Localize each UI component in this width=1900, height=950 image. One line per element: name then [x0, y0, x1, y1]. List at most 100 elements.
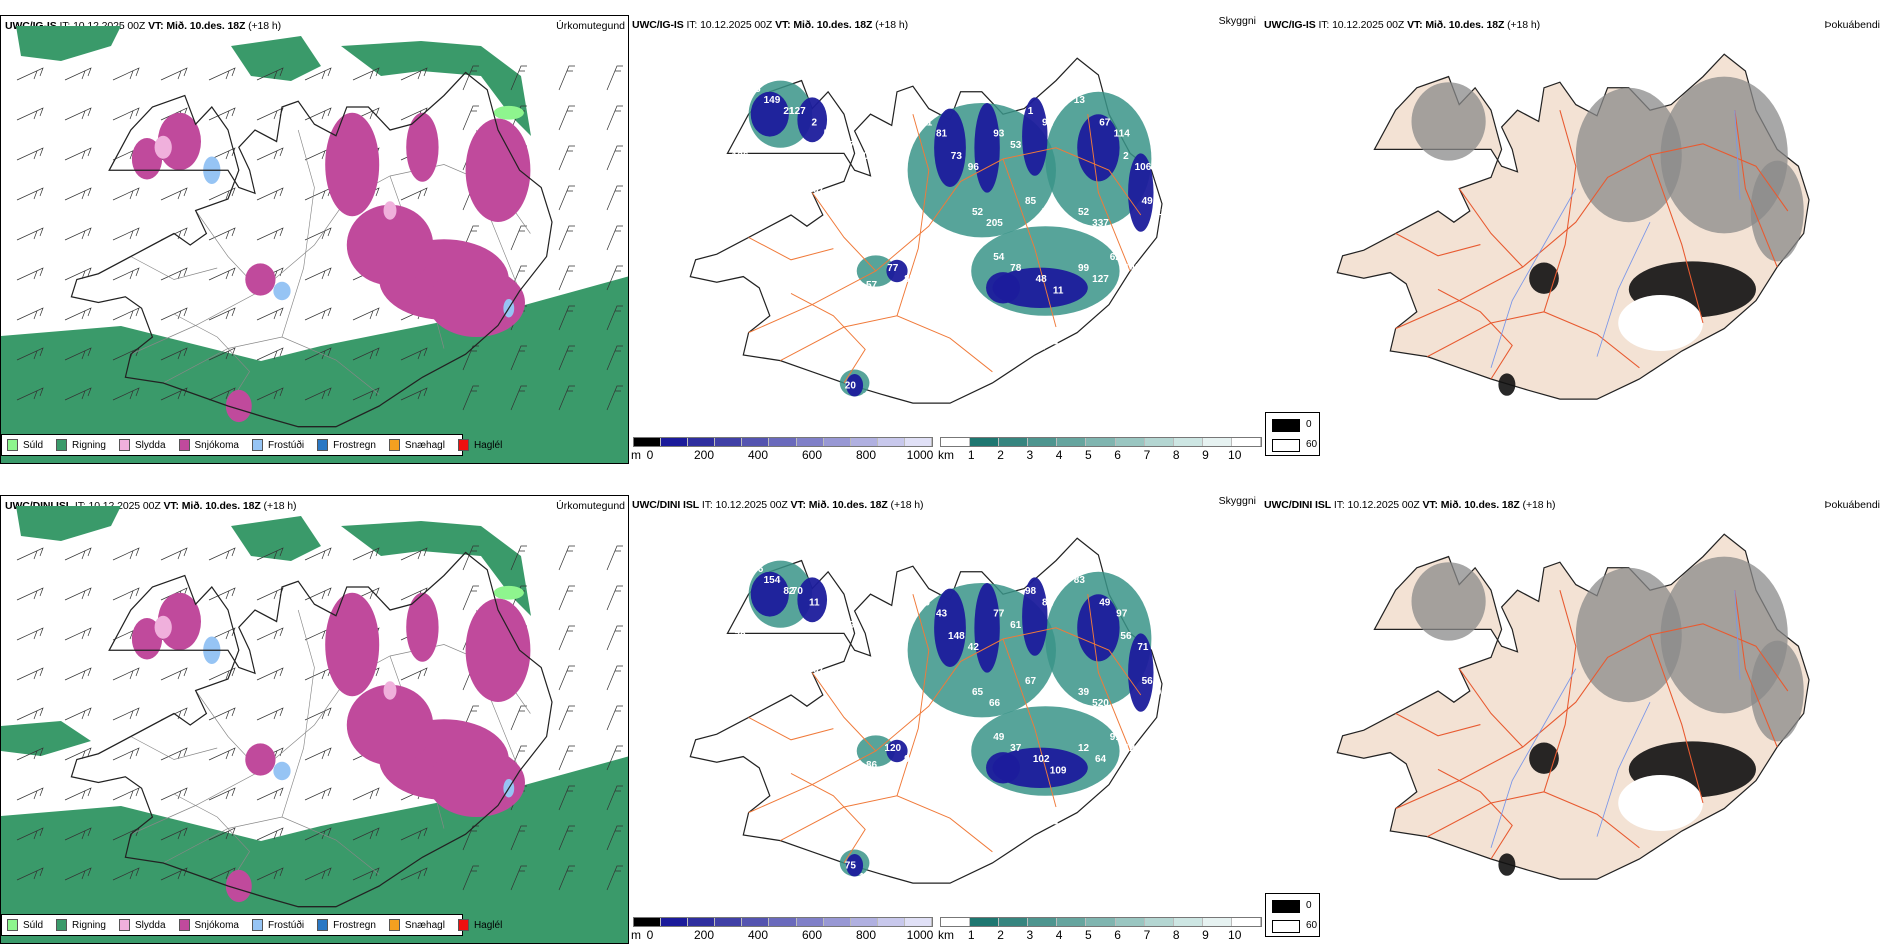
legend-swatch — [118, 919, 130, 931]
fog-panel-top: UWC/IG-IS IT: 10.12.2025 00Z VT: Mið. 10… — [1262, 15, 1900, 464]
legend-swatch — [56, 439, 68, 451]
wind-barb — [352, 867, 380, 881]
legend-item: Frostúði — [251, 919, 304, 931]
road-line — [1395, 143, 1789, 330]
snow-depth-area — [846, 374, 864, 397]
wind-barb — [558, 745, 575, 771]
colorbar-bin — [1202, 918, 1232, 926]
wind-barb — [16, 267, 44, 281]
it-label: IT: — [686, 19, 698, 31]
river-line — [1596, 221, 1651, 357]
wind-barb — [256, 627, 284, 641]
wind-barb — [64, 747, 92, 761]
snow-depth-label: 54 — [993, 252, 1005, 263]
rain-west — [1, 721, 91, 756]
wind-barb — [304, 67, 332, 81]
colorbar-bin — [999, 918, 1029, 926]
wind-barb — [208, 107, 236, 121]
snow-depth-label: 111 — [917, 117, 933, 128]
snow-depth-area — [886, 739, 908, 763]
snow-depth-area — [797, 577, 828, 623]
colorbar-tick-label: 4 — [1055, 448, 1063, 462]
colorbar-bin — [904, 438, 933, 446]
snow-area — [225, 869, 252, 903]
wind-barb — [304, 587, 332, 601]
fog-index-area — [1411, 562, 1486, 641]
colorbar-tick-label: 9 — [1202, 928, 1209, 942]
snow-depth-label: 65 — [862, 392, 874, 403]
wind-barb — [606, 665, 623, 691]
snow-depth-area — [846, 854, 864, 877]
snow-depth-label: 178 — [1012, 330, 1029, 341]
colorbar-tick-label: 1 — [967, 448, 975, 462]
wind-barb — [160, 187, 188, 201]
wind-barb — [304, 787, 332, 801]
freezing-drizzle-area — [273, 761, 291, 781]
snow-depth-label: 80 — [826, 129, 838, 140]
snow-depth-label: 57 — [866, 280, 878, 291]
road-line — [130, 256, 218, 280]
wind-barb — [160, 787, 188, 801]
snow-depth-label: 128 — [859, 872, 876, 883]
snow-depth-area — [750, 571, 789, 617]
wind-barb — [16, 107, 44, 121]
colorbar-bin — [823, 918, 851, 926]
wind-barb — [462, 65, 479, 91]
snow-depth-label: 19 — [771, 162, 783, 173]
legend-swatch — [7, 439, 18, 451]
colorbar-bin — [1231, 438, 1262, 446]
road-line — [1734, 590, 1778, 748]
road-line — [811, 192, 877, 272]
panel-header: UWC/DINI ISL IT: 10.12.2025 00Z VT: Mið.… — [1264, 499, 1556, 511]
colorbar-tick-label: 10 — [1228, 928, 1242, 942]
wind-barb — [112, 707, 140, 721]
wind-barb — [304, 267, 332, 281]
snow-depth-label: 84 — [883, 291, 895, 302]
wind-barb — [256, 307, 284, 321]
precip-legend: Súld Rigning Slydda Snjókoma Frostúði Frostre… — [1, 914, 502, 936]
wind-barb — [16, 787, 44, 801]
wind-barb — [112, 307, 140, 321]
wind-barb — [208, 627, 236, 641]
wind-barb — [558, 625, 575, 651]
rain-north — [231, 516, 321, 561]
wind-barb — [558, 825, 575, 851]
wind-barb — [606, 745, 623, 771]
snow-depth-label: 97 — [1116, 609, 1128, 620]
fog-index-area — [1575, 87, 1682, 223]
colorbar-bin — [1028, 438, 1058, 446]
snow-depth-label: 135 — [785, 173, 802, 184]
wind-barb — [510, 345, 527, 371]
wind-barb — [256, 387, 284, 401]
wind-barb — [606, 705, 623, 731]
road-line — [1437, 768, 1513, 860]
road-line — [173, 793, 251, 887]
snow-depth-label: 84 — [718, 140, 730, 151]
visibility-map: 166 70 48 11 71 87 80 148 77 98 22 49 56 56 39 67 65 89 49… — [689, 537, 1173, 884]
legend-label: Snjókoma — [194, 439, 239, 451]
snow-depth-area — [934, 588, 966, 667]
legend-label: Rigning — [72, 919, 106, 931]
snow-depth-label: 32 — [1074, 833, 1086, 844]
colorbar-tick-label: 600 — [801, 928, 823, 942]
snow-depth-area — [1077, 594, 1120, 662]
snow-depth-label: 72 — [735, 631, 747, 642]
wind-barb — [304, 707, 332, 721]
snow-depth-label: 42 — [968, 642, 980, 653]
wind-barb — [606, 785, 623, 811]
snow-depth-label: 148 — [948, 631, 965, 642]
legend-label: Snæhagl — [404, 439, 445, 451]
snow-depth-label: 98 — [904, 754, 916, 765]
wind-barb — [64, 827, 92, 841]
colorbar-tick-label: 5 — [1085, 928, 1092, 942]
snow-area — [406, 592, 439, 662]
river-line — [1596, 701, 1651, 837]
snow-depth-label: 86 — [957, 743, 969, 754]
lead-time: (+18 h) — [263, 500, 297, 512]
legend-swatch — [251, 919, 263, 931]
wind-barb — [462, 865, 479, 891]
snow-depth-label: 91 — [1042, 117, 1054, 128]
wind-barb — [64, 227, 92, 241]
snow-depth-label: 87 — [813, 665, 825, 676]
snow-depth-area — [986, 272, 1020, 304]
